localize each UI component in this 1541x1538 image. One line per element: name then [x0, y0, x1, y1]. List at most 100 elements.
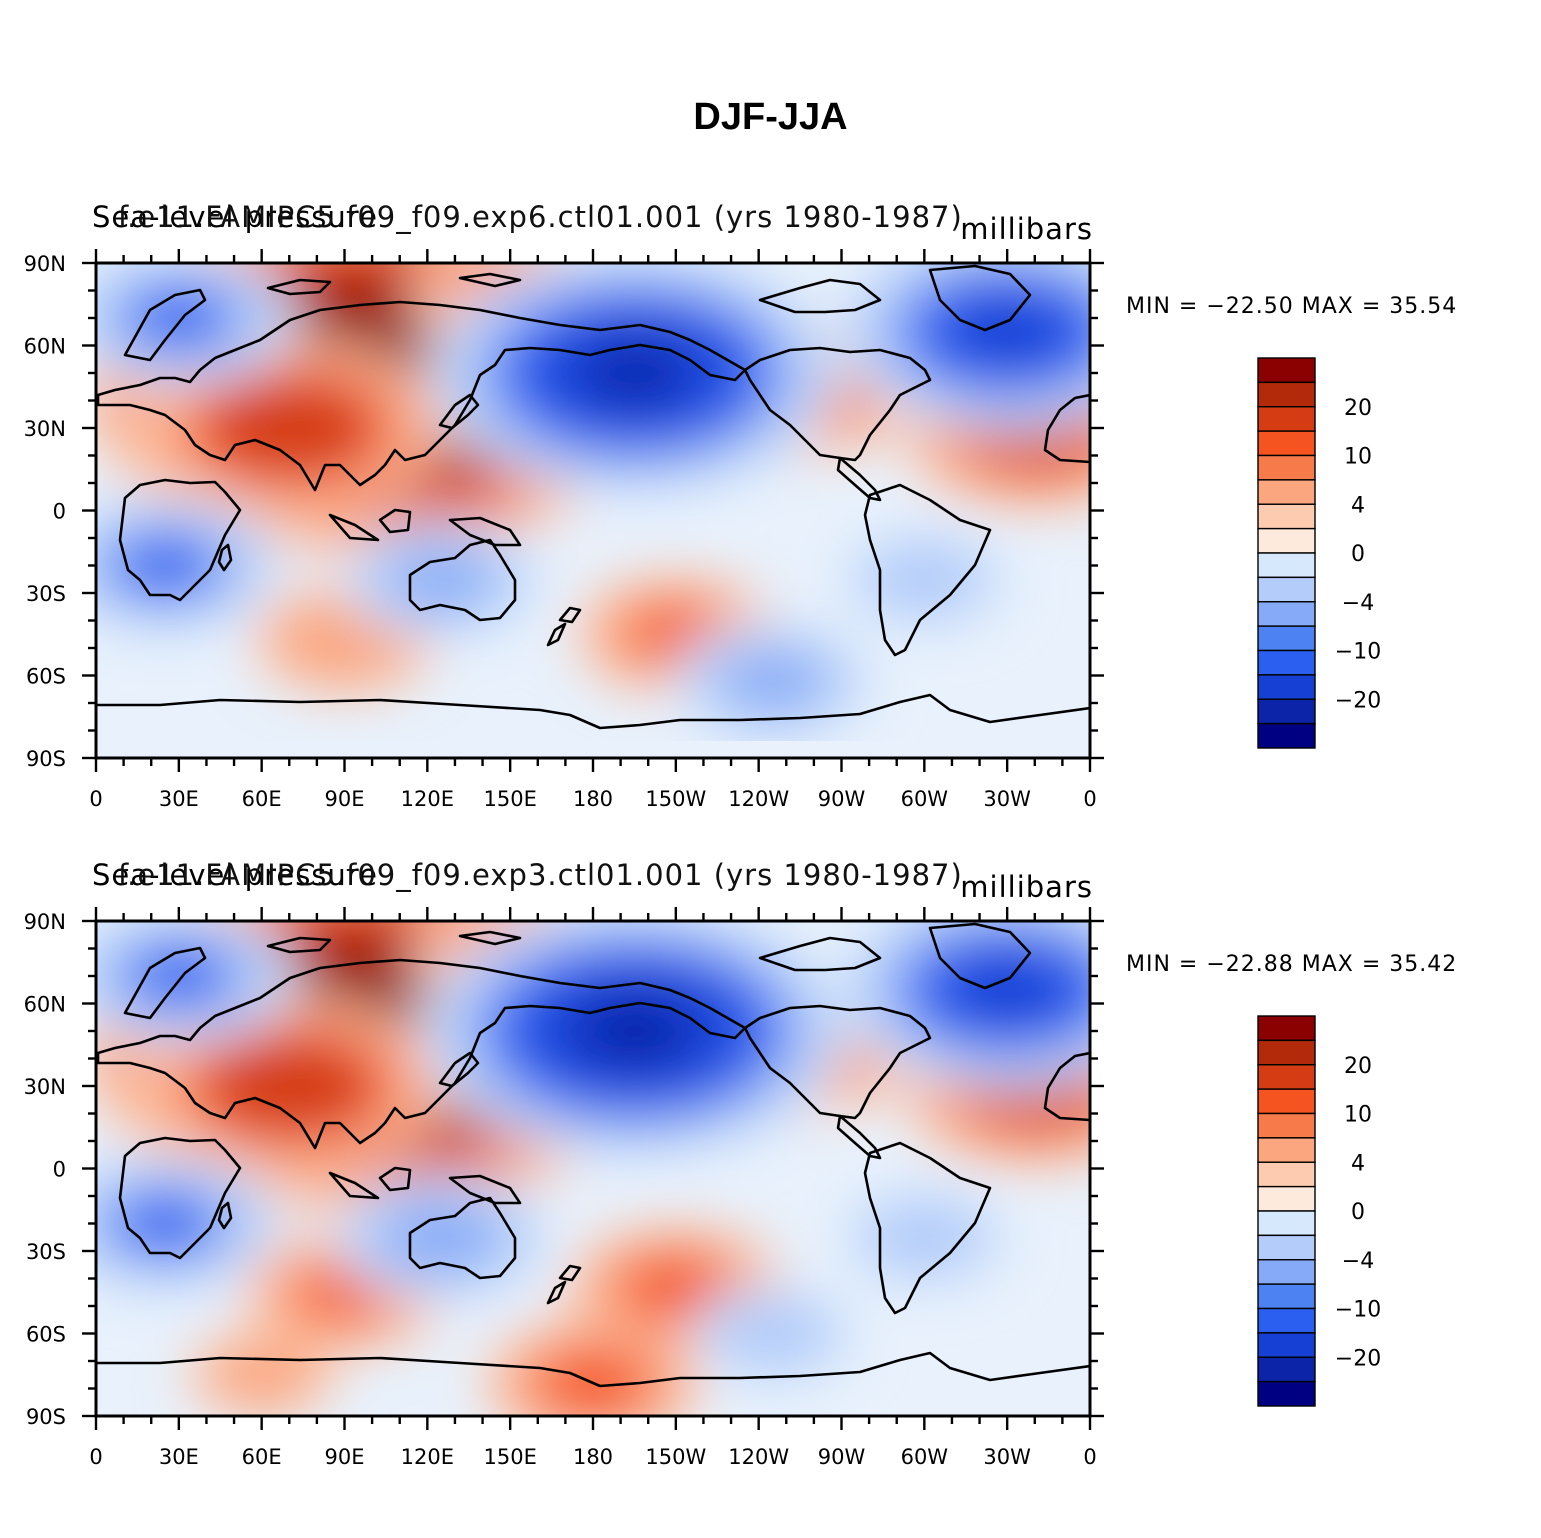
- colorbar-swatch: [1257, 503, 1316, 530]
- colorbar-swatch: [1257, 1259, 1316, 1285]
- field-anomaly: [950, 956, 1064, 1024]
- longitude-labels: 0 30E 60E 90E 120E 150E 180 150W 120W 90W 60W 30W 0: [89, 1445, 1096, 1469]
- lon-label: 60W: [901, 787, 949, 811]
- lat-label: 30S: [26, 582, 66, 606]
- coastlines: [96, 264, 1090, 758]
- lon-label: 150W: [645, 1445, 706, 1469]
- lon-label: 120E: [401, 787, 454, 811]
- colorbar-swatch: [1257, 601, 1316, 627]
- colorbar-label: 0: [1351, 1200, 1365, 1225]
- colorbar-label: −4: [1342, 591, 1374, 616]
- field-anomaly: [206, 378, 373, 478]
- lat-label: 30S: [26, 1240, 66, 1264]
- field-anomaly: [130, 289, 227, 347]
- lon-label: 0: [1083, 1445, 1096, 1469]
- figure-title: DJF-JJA: [693, 96, 848, 138]
- lat-label: 60N: [24, 993, 66, 1017]
- lon-label: 120W: [728, 787, 789, 811]
- latitude-labels: 90N 60N 30N 0 30S 60S 90S: [24, 252, 66, 771]
- lon-label: 90E: [325, 787, 365, 811]
- field-anomaly: [858, 1198, 990, 1277]
- lon-label: 120W: [728, 1445, 789, 1469]
- variable-title: Sea-level pressure: [92, 200, 378, 234]
- colorbar-swatch: [1257, 722, 1316, 749]
- lon-label: 90W: [818, 1445, 866, 1469]
- colorbar-label: −10: [1335, 1298, 1381, 1323]
- field-anomaly: [204, 1341, 319, 1409]
- colorbar-swatch: [1257, 479, 1316, 505]
- lon-label: 30E: [159, 1445, 199, 1469]
- field-anomaly: [393, 550, 490, 608]
- colorbar-swatch: [1257, 406, 1316, 432]
- field-anomaly: [950, 298, 1064, 366]
- coastlines: [96, 922, 1090, 1416]
- lon-label: 0: [1083, 787, 1096, 811]
- units-label: millibars: [960, 212, 1093, 246]
- colorbar-swatch: [1257, 1015, 1316, 1042]
- lon-label: 60E: [242, 787, 282, 811]
- colorbar-label: −20: [1335, 1346, 1381, 1371]
- colorbar-swatch: [1257, 625, 1316, 652]
- colorbar-swatch: [1257, 698, 1316, 725]
- colorbar-label: 0: [1351, 542, 1365, 567]
- latitude-labels: 90N 60N 30N 0 30S 60S 90S: [24, 910, 66, 1429]
- lat-label: 0: [53, 500, 66, 524]
- lon-label: 150W: [645, 787, 706, 811]
- colorbar-swatch: [1257, 430, 1316, 457]
- lon-label: 0: [89, 787, 102, 811]
- field-anomaly: [858, 540, 990, 619]
- field-anomaly: [206, 1036, 373, 1136]
- colorbar-label: 10: [1344, 445, 1372, 470]
- lat-label: 60S: [26, 665, 66, 689]
- colorbar-swatch: [1257, 1137, 1316, 1163]
- colorbar-swatch: [1257, 1064, 1316, 1090]
- colorbar: 20 10 4 0 −4 −10 −20: [1257, 357, 1381, 749]
- lon-label: 30W: [983, 1445, 1031, 1469]
- colorbar-swatch: [1257, 1210, 1316, 1237]
- lon-label: 180: [573, 787, 613, 811]
- colorbar-swatch: [1257, 357, 1316, 384]
- map-panel-1-svg: 90N 60N 30N 0 30S 60S 90S 0 30E 60E 90E 120E 150E 18…: [24, 249, 1381, 811]
- lon-label: 60E: [242, 1445, 282, 1469]
- case-title: f.e11.FAMIPC5.f09_f09.exp3.ctl01.001 (yr…: [118, 858, 963, 892]
- lon-label: 60W: [901, 1445, 949, 1469]
- colorbar-swatch: [1257, 1185, 1316, 1212]
- lon-label: 150E: [483, 787, 536, 811]
- map-panel-2-svg: 90N 60N 30N 0 30S 60S 90S 0 30E 60E 90E 120E 150E 18…: [24, 907, 1381, 1469]
- colorbar-label: 10: [1344, 1103, 1372, 1128]
- field-anomaly: [117, 1195, 214, 1252]
- lat-label: 0: [53, 1158, 66, 1182]
- field-anomaly: [384, 1203, 498, 1271]
- colorbar-swatch: [1257, 1332, 1316, 1358]
- axis-ticks: [82, 907, 1104, 1430]
- colorbar-label: −20: [1335, 688, 1381, 713]
- colorbar-label: 20: [1344, 1054, 1372, 1079]
- map-panel-1: 90N 60N 30N 0 30S 60S 90S 0 30E 60E 90E 120E 150E 18…: [0, 200, 1541, 860]
- field-anomaly: [130, 947, 227, 1005]
- colorbar-swatch: [1257, 1112, 1316, 1139]
- colorbar-label: 4: [1351, 493, 1365, 518]
- lon-label: 30W: [983, 787, 1031, 811]
- lat-label: 30N: [24, 1075, 66, 1099]
- lat-label: 60N: [24, 335, 66, 359]
- lon-label: 90E: [325, 1445, 365, 1469]
- colorbar-swatch: [1257, 1161, 1316, 1188]
- colorbar-label: 4: [1351, 1151, 1365, 1176]
- colorbar-swatch: [1257, 1307, 1316, 1334]
- colorbar-label: −4: [1342, 1249, 1374, 1274]
- colorbar-swatch: [1257, 649, 1316, 676]
- lat-label: 60S: [26, 1323, 66, 1347]
- colorbar-swatch: [1257, 576, 1316, 603]
- field-anomaly: [724, 652, 821, 710]
- colorbar-label: 20: [1344, 396, 1372, 421]
- colorbar: 20 10 4 0 −4 −10 −20: [1257, 1015, 1381, 1407]
- variable-title: Sea-level pressure: [92, 858, 378, 892]
- lon-label: 0: [89, 1445, 102, 1469]
- colorbar-swatch: [1257, 552, 1316, 579]
- field-anomaly: [577, 997, 692, 1065]
- min-max-label: MIN = −22.50 MAX = 35.54: [1126, 294, 1458, 319]
- field-map: [96, 263, 1090, 758]
- lon-label: 180: [573, 1445, 613, 1469]
- colorbar-swatch: [1257, 381, 1316, 408]
- case-title: f.e11.FAMIPC5.f09_f09.exp6.ctl01.001 (yr…: [118, 200, 963, 234]
